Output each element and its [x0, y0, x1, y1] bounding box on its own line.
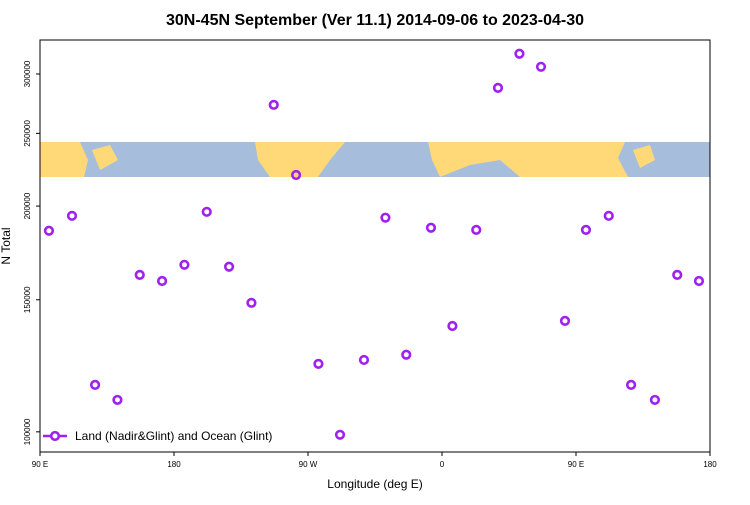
plot-frame [39, 39, 711, 453]
point [89, 379, 101, 391]
y-tick-label: 300000 [23, 60, 32, 87]
x-axis-label: Longitude (deg E) [327, 477, 422, 491]
x-tick-label: 180 [703, 460, 717, 469]
point [223, 261, 235, 272]
x-tick-label: 0 [440, 460, 445, 469]
point [156, 275, 168, 287]
point [471, 224, 482, 235]
y-tick-label: 150000 [23, 286, 32, 313]
point [672, 269, 683, 281]
point [447, 320, 458, 332]
x-tick-label: 90 E [32, 460, 48, 469]
point [625, 379, 637, 391]
y-tick-label: 200000 [23, 192, 32, 219]
point [201, 206, 212, 217]
chart-title: 30N-45N September (Ver 11.1) 2014-09-06 … [166, 12, 584, 29]
point [290, 169, 302, 181]
x-tick-label: 180 [167, 460, 181, 469]
point [580, 224, 592, 235]
y-tick-label: 250000 [23, 119, 32, 146]
point [134, 269, 145, 281]
x-tick-label: 90 W [299, 460, 318, 469]
point [246, 297, 257, 308]
point [268, 99, 279, 110]
point [179, 259, 190, 270]
point [514, 48, 525, 59]
legend-marker [49, 430, 61, 442]
point [358, 354, 370, 366]
point [334, 429, 346, 440]
point [313, 358, 324, 369]
world-map-strip [40, 142, 710, 177]
point [112, 394, 123, 406]
point [380, 212, 391, 223]
point [43, 225, 55, 236]
y-axis-label: N Total [0, 227, 13, 264]
point [693, 275, 705, 287]
point [66, 210, 78, 221]
legend-label: Land (Nadir&Glint) and Ocean (Glint) [75, 429, 272, 443]
point [492, 82, 504, 93]
point [603, 210, 614, 221]
y-tick-label: 100000 [23, 418, 32, 445]
point [425, 222, 437, 233]
point [649, 394, 661, 406]
point [401, 349, 412, 360]
point [559, 315, 571, 326]
x-tick-label: 90 E [568, 460, 584, 469]
point [535, 61, 547, 72]
